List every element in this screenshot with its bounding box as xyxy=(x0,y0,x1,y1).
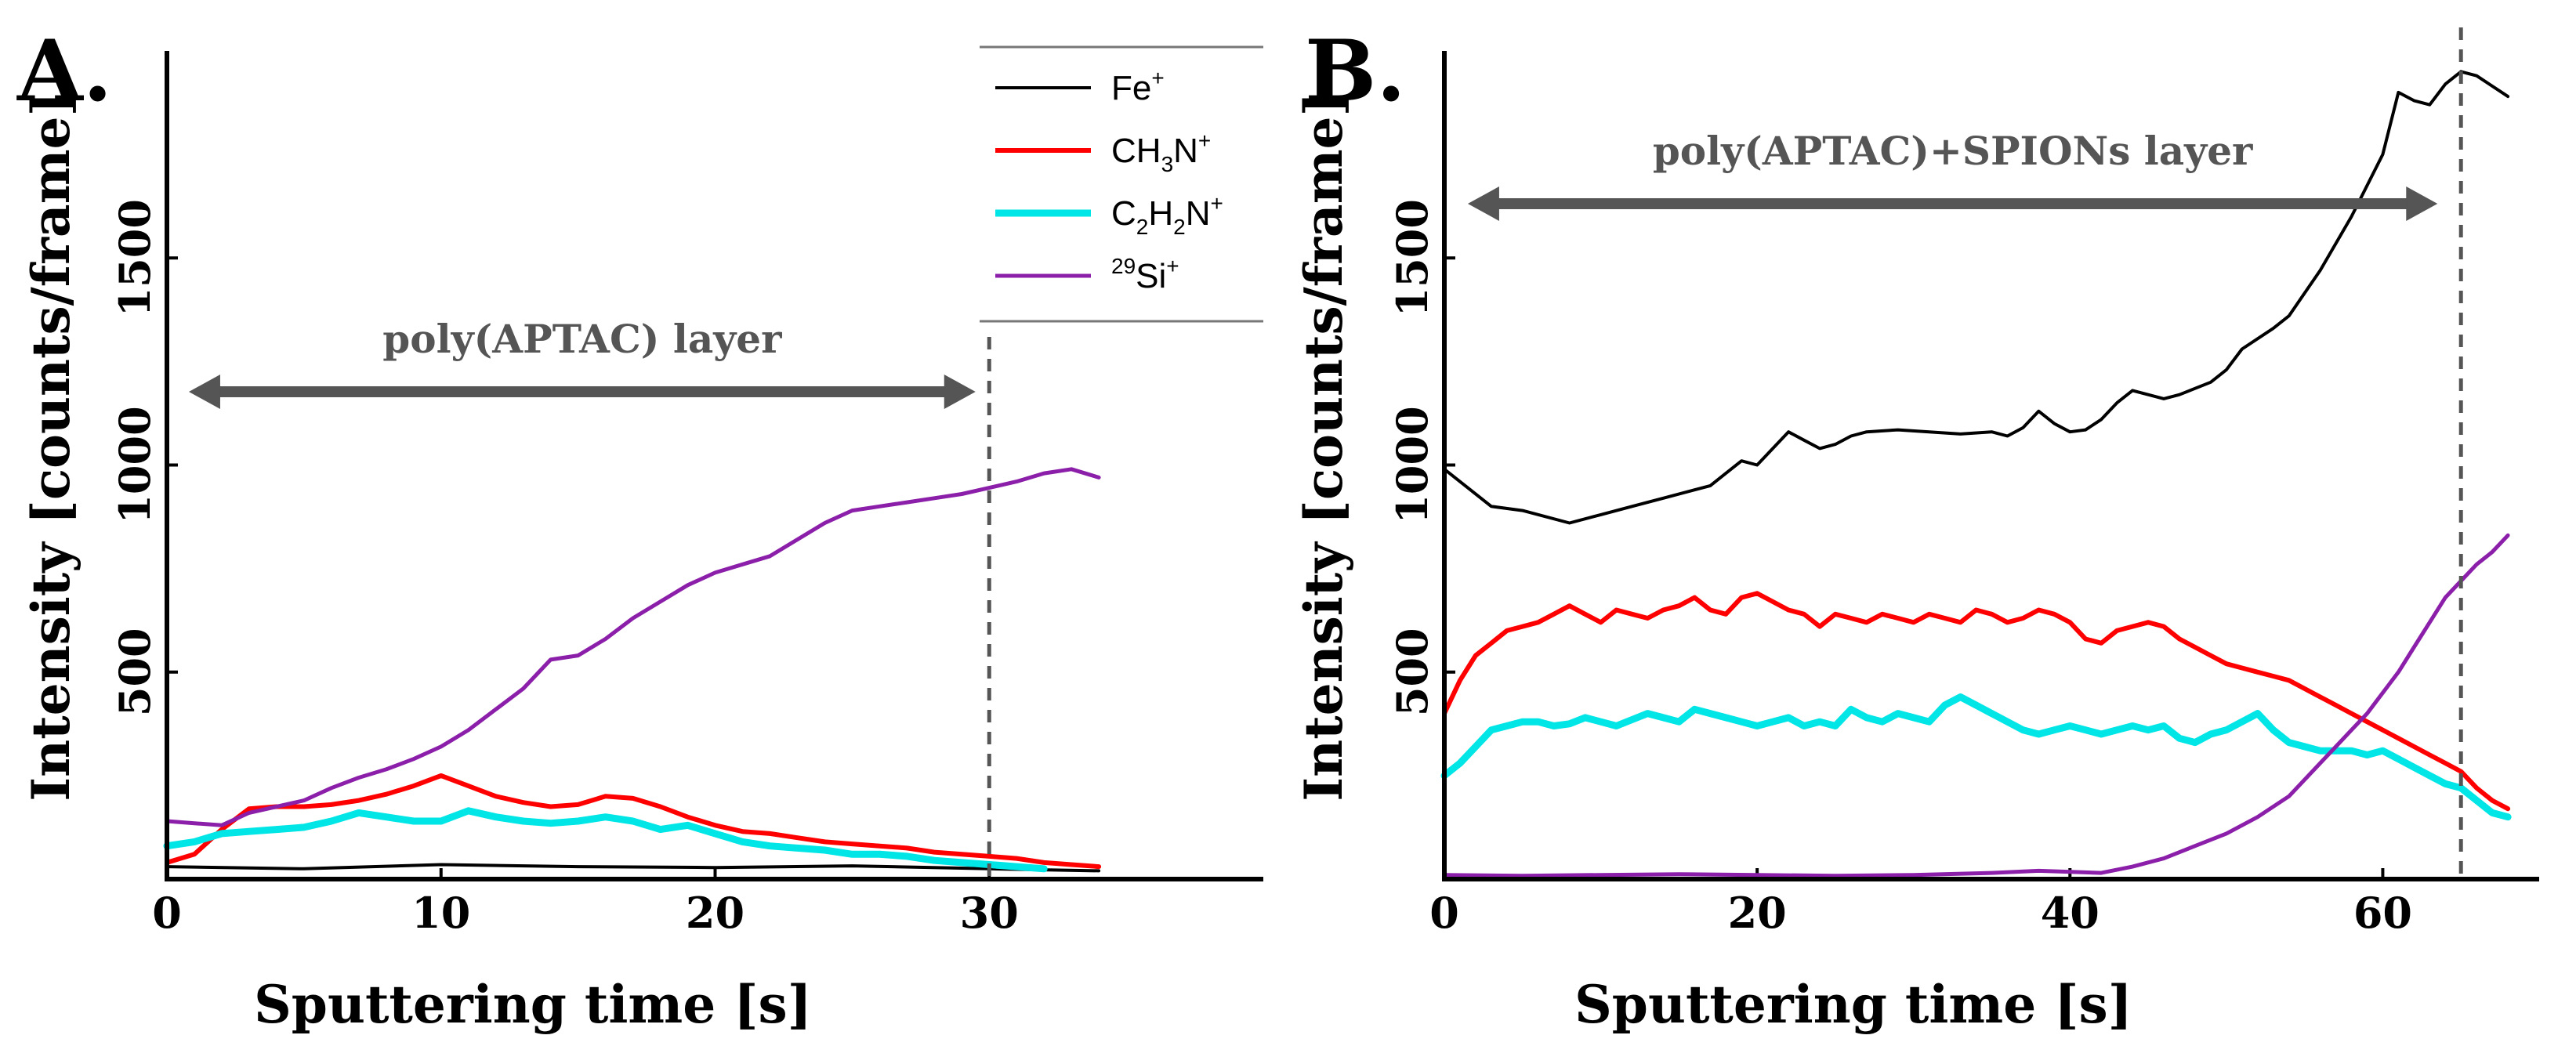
svg-text:C2H2N+: C2H2N+ xyxy=(1111,191,1223,239)
panel-a-layer-arrow: poly(APTAC) layer xyxy=(188,316,976,409)
panel-b-y-tick-label: 1500 xyxy=(1387,199,1437,317)
legend: Fe+ CH3N+ C2H2N+ 29Si+ xyxy=(980,45,1263,323)
panel-a-x-tick-label: 0 xyxy=(152,888,182,938)
panel-b-y-axis-title: Intensity [counts/frame] xyxy=(1293,92,1354,802)
panel-b-y-tick-label: 500 xyxy=(1387,628,1437,716)
panel-a-x-axis-title: Sputtering time [s] xyxy=(254,974,812,1035)
panel-a-series-c2h2n xyxy=(163,807,1048,873)
panel-b: B. Intensity [counts/frame] Sputtering t… xyxy=(1293,22,2539,1035)
panel-b-layer-arrow: poly(APTAC)+SPIONs layer xyxy=(1467,128,2438,221)
panel-b-x-tick-label: 40 xyxy=(2041,888,2100,938)
svg-text:Fe+: Fe+ xyxy=(1111,66,1165,107)
panel-a-y-tick-label: 1500 xyxy=(110,199,160,317)
panel-a-label: A. xyxy=(16,22,112,121)
panel-a-series-fe xyxy=(165,863,1101,873)
panel-b-layer-label: poly(APTAC)+SPIONs layer xyxy=(1653,128,2253,174)
panel-b-x-tick-label: 0 xyxy=(1429,888,1459,938)
panel-b-series-ch3n xyxy=(1442,591,2511,812)
legend-item-fe: Fe+ xyxy=(995,66,1165,107)
legend-item-ch3n: CH3N+ xyxy=(995,128,1211,176)
panel-b-x-axis-title: Sputtering time [s] xyxy=(1574,974,2132,1035)
panel-a-layer-label: poly(APTAC) layer xyxy=(382,316,782,362)
panel-a-y-tick-label: 500 xyxy=(110,628,160,716)
panel-a-x-tick-label: 30 xyxy=(960,888,1019,938)
panel-a-x-tick-label: 20 xyxy=(686,888,745,938)
panel-b-series-fe xyxy=(1443,70,2510,525)
panel-b-x-tick-label: 20 xyxy=(1728,888,1787,938)
panel-b-y-tick-label: 1000 xyxy=(1387,406,1437,523)
panel-a-series-ch3n xyxy=(165,773,1102,870)
panel-a: A. Intensity [counts/frame] Sputtering t… xyxy=(16,22,1263,1035)
panel-a-series-29si xyxy=(165,467,1101,827)
svg-text:CH3N+: CH3N+ xyxy=(1111,128,1211,176)
panel-b-x-tick-label: 60 xyxy=(2353,888,2412,938)
panel-b-series-29si xyxy=(1442,533,2510,878)
legend-item-c2h2n: C2H2N+ xyxy=(995,191,1223,239)
svg-text:29Si+: 29Si+ xyxy=(1111,254,1179,295)
legend-item-29si: 29Si+ xyxy=(995,254,1179,295)
panel-b-label: B. xyxy=(1305,22,1406,121)
panel-a-x-tick-label: 10 xyxy=(411,888,470,938)
panel-a-y-axis-title: Intensity [counts/frame] xyxy=(20,92,82,802)
panel-a-y-tick-label: 1000 xyxy=(110,406,160,523)
